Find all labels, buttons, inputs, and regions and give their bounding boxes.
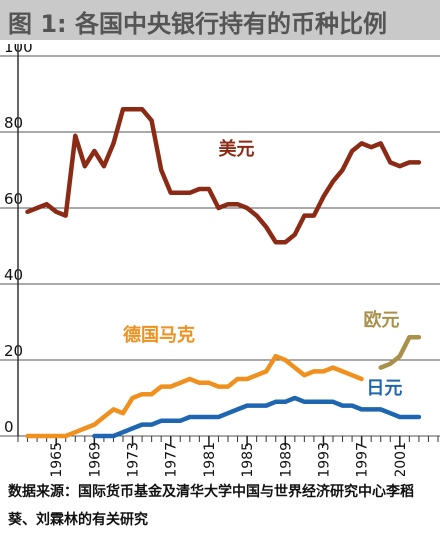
series-label: 日元	[366, 378, 402, 399]
series-label: 美元	[218, 138, 254, 160]
y-tick-label: 80	[4, 114, 23, 132]
x-tick-label: 1969	[87, 442, 103, 476]
x-tick-label: 1981	[202, 442, 218, 476]
series-line-2	[92, 395, 422, 439]
x-tick-label: 1973	[126, 442, 142, 476]
y-tick-label: 20	[4, 342, 23, 360]
chart-area: 0 20 40 60 80 100 1965 1969 1973 1977 1981 1985 1989…	[0, 38, 440, 478]
y-tick-label: 0	[4, 418, 14, 436]
x-tick-label: 1977	[164, 442, 180, 476]
chart-title: 图 1: 各国中央银行持有的币种比例	[8, 10, 388, 38]
series-line-1	[25, 353, 364, 439]
series-label: 欧元	[364, 309, 400, 331]
x-tick-label: 1997	[355, 442, 371, 476]
series-line-0	[25, 106, 422, 245]
title-bar: 图 1: 各国中央银行持有的币种比例	[0, 0, 440, 40]
source-note: 数据来源：国际货币基金及清华大学中国与世界经济研究中心李稻葵、刘霖林的有关研究	[8, 484, 414, 528]
x-tick-label: 1965	[49, 442, 65, 476]
series-label: 德国马克	[123, 324, 195, 346]
series-line-3	[378, 334, 422, 370]
x-tick-label: 2001	[393, 442, 409, 476]
x-tick-label: 1993	[316, 442, 332, 476]
x-tick-label: 1989	[278, 442, 294, 476]
y-tick-label: 40	[4, 266, 23, 284]
y-tick-label: 60	[4, 190, 23, 208]
x-tick-label: 1985	[240, 442, 256, 476]
